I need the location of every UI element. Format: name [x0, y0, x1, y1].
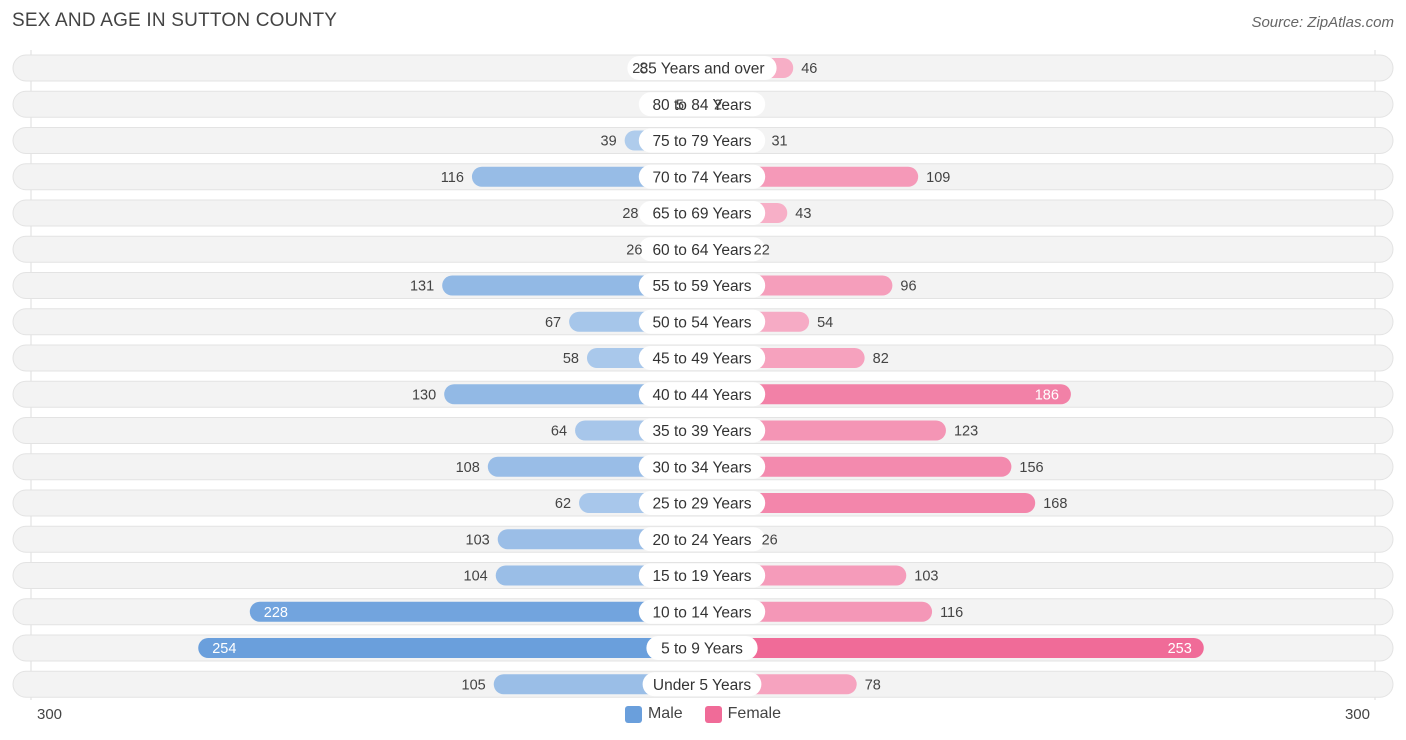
legend-item-female: Female [704, 705, 782, 723]
male-value-label: 108 [456, 460, 480, 476]
category-label: 20 to 24 Years [652, 532, 751, 549]
category-label: 35 to 39 Years [652, 423, 751, 440]
male-value-label: 228 [264, 605, 288, 621]
category-label: 85 Years and over [640, 61, 765, 78]
female-value-label: 78 [865, 677, 881, 693]
male-value-label: 105 [462, 677, 486, 693]
category-label: 30 to 34 Years [652, 459, 751, 476]
legend: Male Female [0, 705, 1406, 723]
axis-left-label: 300 [37, 706, 63, 723]
category-label-bg [638, 454, 766, 479]
legend-swatch-female [704, 705, 722, 723]
bar-male [444, 384, 702, 405]
male-value-label: 131 [410, 279, 434, 295]
category-label: 65 to 69 Years [652, 206, 751, 223]
male-value-label: 28 [622, 206, 638, 222]
category-label-bg [638, 599, 766, 624]
category-label: 70 to 74 Years [652, 169, 751, 186]
category-label: 10 to 14 Years [652, 604, 751, 621]
male-value-label: 39 [601, 134, 617, 150]
female-value-label: 46 [801, 61, 817, 77]
male-value-label: 103 [466, 532, 490, 548]
category-label-bg [638, 273, 766, 298]
category-label-bg [638, 237, 766, 262]
category-label: 45 to 49 Years [652, 351, 751, 368]
female-value-label: 253 [1168, 641, 1192, 657]
category-label-bg [638, 164, 766, 189]
female-value-label: 43 [795, 206, 811, 222]
category-label-bg [642, 672, 762, 697]
category-label: 80 to 84 Years [652, 97, 751, 114]
category-label-bg [638, 92, 766, 117]
category-label-bg [638, 346, 766, 370]
male-value-label: 23 [632, 61, 648, 77]
legend-label-male: Male [647, 705, 683, 722]
category-label: 5 to 9 Years [661, 641, 743, 658]
bar-male [442, 275, 702, 296]
category-label: 55 to 59 Years [652, 278, 751, 295]
female-value-label: 54 [817, 315, 833, 331]
female-value-label: 31 [771, 134, 787, 150]
category-label-bg [638, 382, 766, 407]
female-value-label: 186 [1035, 387, 1059, 403]
source-label: Source: ZipAtlas.com [1251, 14, 1394, 31]
male-value-label: 130 [412, 387, 436, 403]
female-value-label: 2 [714, 97, 722, 113]
bar-female [702, 493, 1036, 513]
bar-male [198, 638, 702, 658]
female-value-label: 123 [954, 424, 978, 440]
male-value-label: 5 [676, 97, 684, 113]
female-value-label: 168 [1043, 496, 1067, 512]
male-value-label: 104 [464, 569, 488, 585]
category-label: 60 to 64 Years [652, 242, 751, 259]
male-value-label: 62 [555, 496, 571, 512]
male-value-label: 64 [551, 424, 567, 440]
female-value-label: 96 [900, 279, 916, 295]
female-value-label: 156 [1019, 460, 1043, 476]
category-label: Under 5 Years [653, 677, 751, 694]
category-label-bg [638, 527, 766, 552]
female-value-label: 82 [873, 351, 889, 367]
male-value-label: 67 [545, 315, 561, 331]
legend-swatch-male [624, 705, 642, 723]
male-value-label: 116 [441, 170, 464, 186]
bar-female [702, 384, 1071, 405]
axis-right-label: 300 [1344, 706, 1370, 723]
female-value-label: 103 [914, 569, 938, 585]
female-value-label: 22 [754, 242, 770, 258]
chart-title: SEX AND AGE IN SUTTON COUNTY [12, 10, 338, 31]
category-label-bg [638, 128, 766, 153]
category-label-bg [638, 491, 766, 515]
category-label-bg [638, 563, 766, 588]
category-label: 50 to 54 Years [652, 314, 751, 331]
bar-female [702, 456, 1012, 477]
category-label-bg [638, 309, 766, 334]
category-label-bg [638, 418, 766, 443]
female-value-label: 109 [926, 170, 950, 186]
female-value-label: 26 [762, 532, 778, 548]
category-label-bg [627, 56, 777, 80]
bar-female [702, 638, 1204, 658]
category-label: 75 to 79 Years [652, 133, 751, 150]
female-value-label: 116 [940, 605, 963, 621]
category-label: 40 to 44 Years [652, 387, 751, 404]
legend-item-male: Male [624, 705, 683, 723]
male-value-label: 26 [626, 242, 642, 258]
male-value-label: 58 [563, 351, 579, 367]
male-value-label: 254 [212, 641, 236, 657]
legend-label-female: Female [727, 705, 782, 722]
category-label: 15 to 19 Years [652, 568, 751, 585]
category-label-bg [646, 636, 758, 660]
bar-male [249, 601, 703, 622]
category-label-bg [638, 201, 766, 225]
category-label: 25 to 29 Years [652, 496, 751, 513]
